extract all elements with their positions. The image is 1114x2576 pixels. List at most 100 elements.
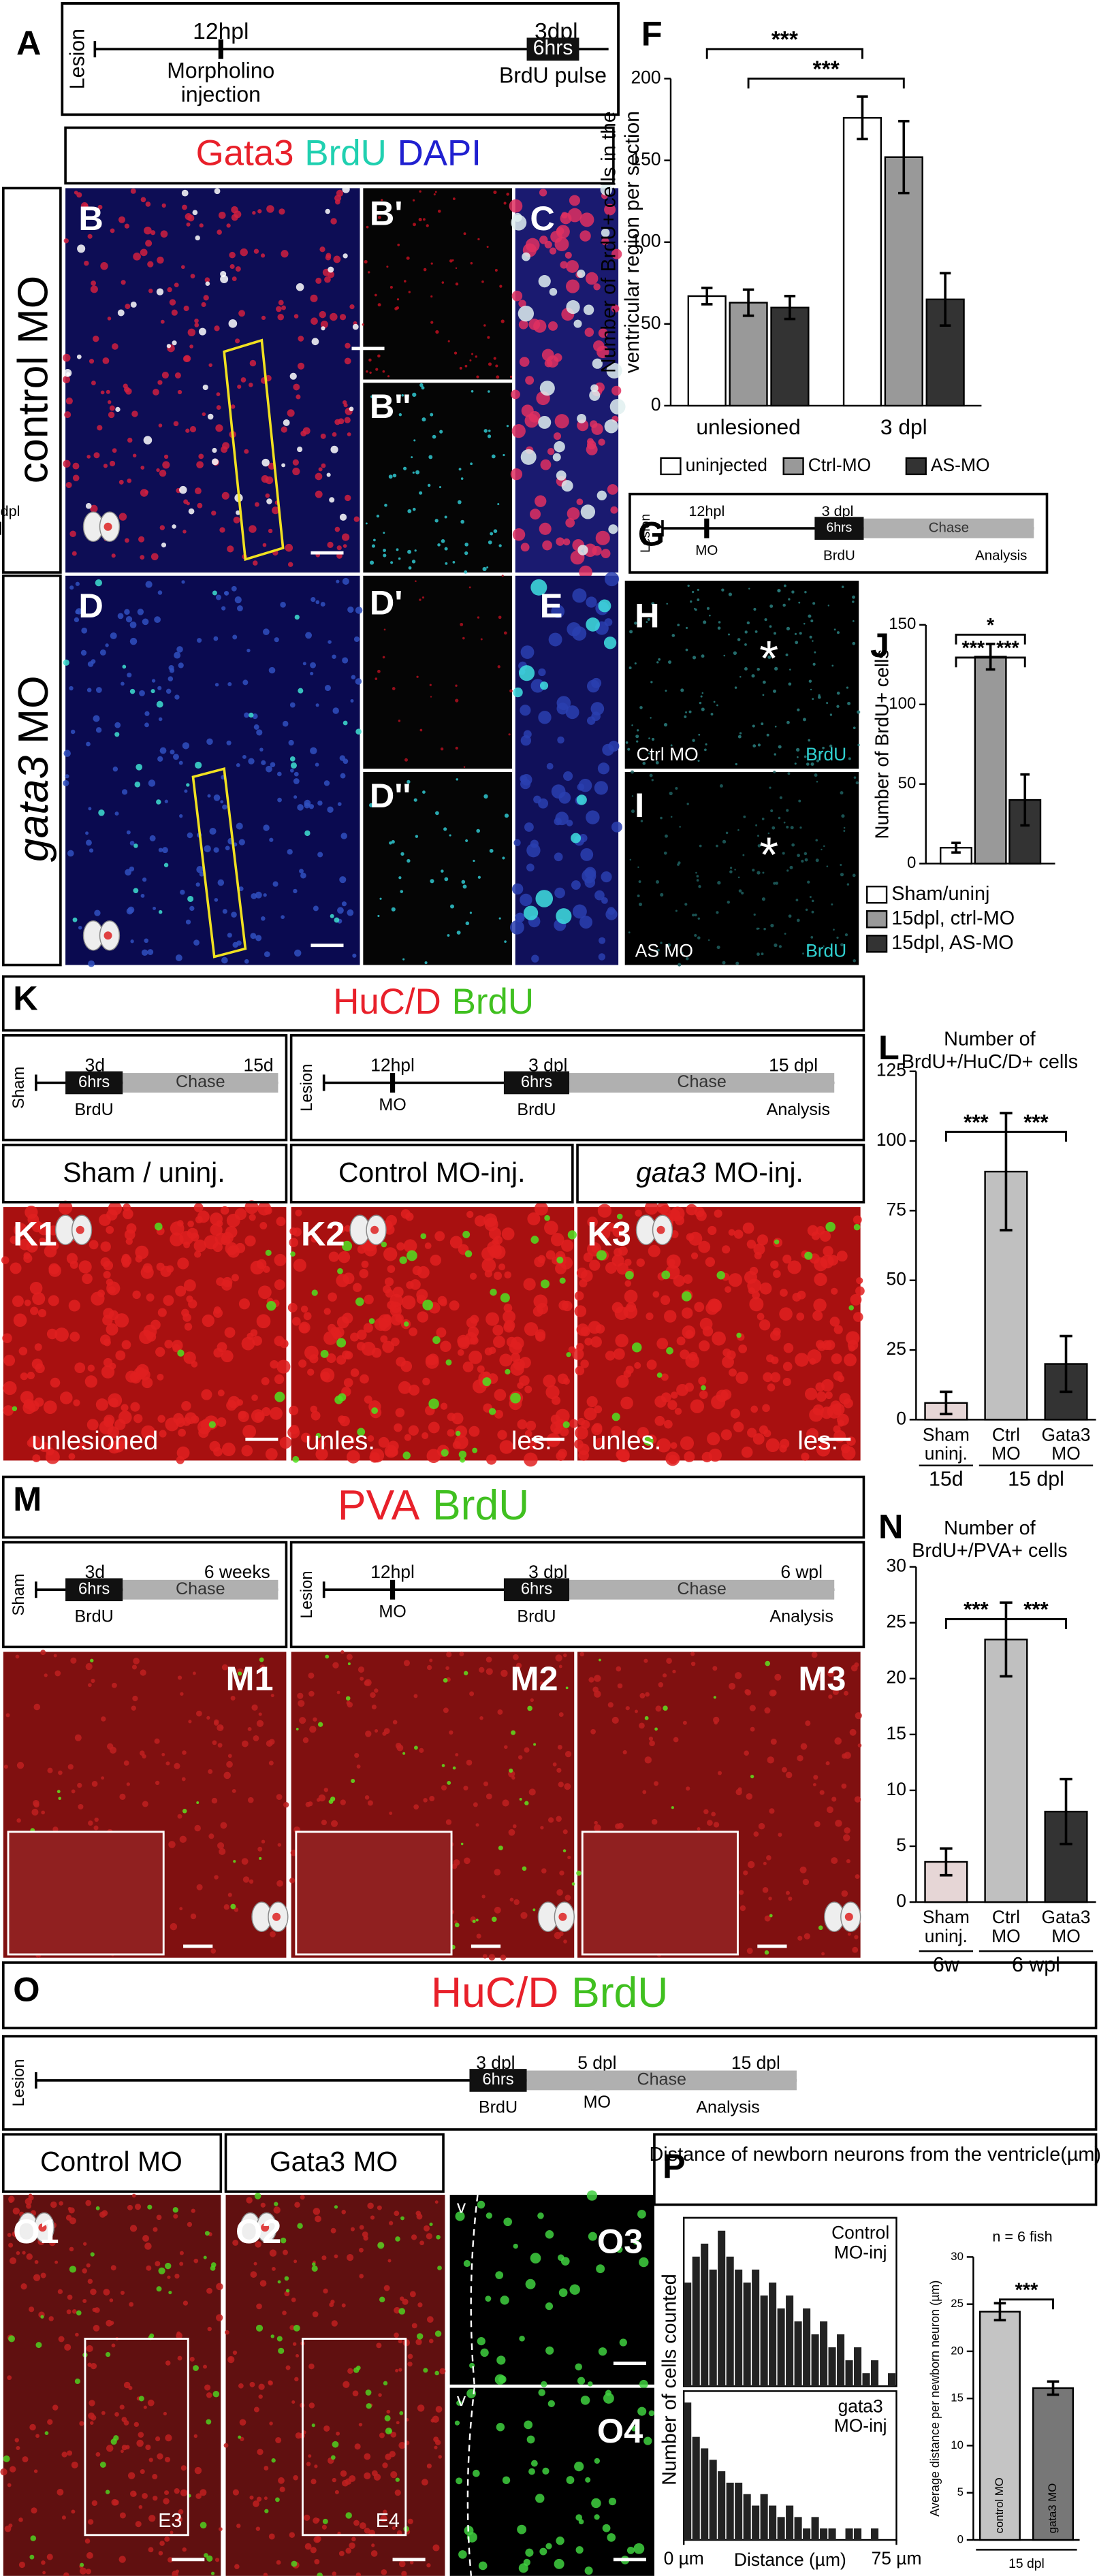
cell bbox=[453, 1920, 458, 1924]
cell bbox=[650, 717, 652, 719]
cell bbox=[165, 2360, 171, 2366]
cell bbox=[762, 680, 766, 684]
timeline-label: 15 dpl bbox=[731, 2052, 780, 2073]
cell bbox=[315, 1432, 321, 1438]
cell bbox=[746, 621, 750, 625]
cell bbox=[85, 2200, 92, 2206]
x-tick-label: uninj. bbox=[925, 1926, 968, 1946]
cell bbox=[428, 2338, 434, 2344]
cell bbox=[499, 1353, 513, 1367]
cell bbox=[462, 1230, 471, 1238]
cell bbox=[131, 410, 138, 417]
cell bbox=[785, 1890, 790, 1895]
cell bbox=[720, 1389, 732, 1400]
cell bbox=[455, 684, 458, 687]
x-tick-label: unlesioned bbox=[696, 415, 800, 439]
cell bbox=[74, 1362, 86, 1374]
significance-bracket bbox=[747, 78, 905, 88]
cell bbox=[220, 1822, 227, 1829]
cell bbox=[345, 2547, 352, 2554]
cell bbox=[698, 1240, 711, 1253]
cell bbox=[470, 462, 473, 466]
cell bbox=[341, 901, 347, 907]
cell bbox=[449, 834, 451, 837]
cell bbox=[334, 917, 340, 923]
cell bbox=[432, 1336, 441, 1345]
cell bbox=[359, 1269, 369, 1278]
cell bbox=[68, 1300, 80, 1312]
cell bbox=[639, 1722, 645, 1729]
cell bbox=[812, 602, 816, 605]
cell bbox=[500, 2296, 509, 2305]
cell bbox=[278, 2477, 285, 2484]
cell bbox=[315, 762, 319, 767]
cell bbox=[106, 1278, 114, 1286]
cell bbox=[439, 2368, 446, 2374]
cell bbox=[823, 945, 825, 948]
cell bbox=[101, 1776, 105, 1780]
cell bbox=[157, 1308, 167, 1317]
cell bbox=[566, 1352, 571, 1357]
cell bbox=[645, 1692, 650, 1697]
cell bbox=[428, 455, 433, 460]
cell bbox=[511, 1730, 516, 1735]
image-label: unles. bbox=[592, 1426, 662, 1455]
cell bbox=[615, 1334, 628, 1348]
timeline-end-note: Analysis bbox=[769, 1607, 833, 1626]
cell bbox=[787, 772, 791, 775]
cell bbox=[367, 1800, 373, 1806]
cell bbox=[810, 619, 814, 623]
cell bbox=[853, 959, 857, 963]
cell bbox=[577, 1417, 586, 1426]
cell bbox=[713, 1822, 720, 1828]
pulse-label: 6hrs bbox=[482, 2070, 513, 2089]
cell bbox=[249, 2495, 254, 2500]
cell bbox=[14, 2438, 19, 2443]
cell bbox=[268, 666, 276, 674]
cell bbox=[527, 1440, 537, 1450]
cell bbox=[204, 2553, 208, 2558]
cell bbox=[313, 1717, 317, 1722]
cell bbox=[427, 1353, 439, 1366]
cell bbox=[206, 2555, 213, 2562]
cell bbox=[366, 2403, 372, 2409]
cell bbox=[390, 2471, 398, 2479]
cell bbox=[596, 1250, 607, 1261]
cell bbox=[402, 1451, 411, 1460]
cell bbox=[503, 1310, 516, 1323]
cell bbox=[811, 910, 814, 914]
cell bbox=[663, 1705, 668, 1711]
group-label: 15 dpl bbox=[1008, 1467, 1064, 1490]
legend-label: Sham/uninj bbox=[891, 883, 989, 905]
cell bbox=[350, 699, 354, 703]
cell bbox=[699, 1390, 708, 1399]
micrograph-background bbox=[3, 2195, 221, 2576]
cell bbox=[277, 2280, 281, 2284]
cell bbox=[599, 937, 606, 944]
cell bbox=[177, 1349, 185, 1357]
significance-label: *** bbox=[1015, 2279, 1038, 2301]
cell bbox=[519, 1357, 531, 1369]
cell bbox=[98, 809, 105, 816]
cell bbox=[554, 852, 563, 862]
cell bbox=[466, 2532, 477, 2543]
cell bbox=[390, 1314, 402, 1326]
cell bbox=[511, 290, 523, 302]
cell bbox=[729, 1368, 737, 1377]
cell bbox=[816, 1391, 827, 1402]
cell bbox=[67, 1764, 74, 1770]
cell bbox=[76, 608, 82, 615]
chase-bar bbox=[123, 1579, 278, 1600]
cell bbox=[685, 1330, 694, 1338]
cell bbox=[788, 598, 791, 601]
cell bbox=[375, 677, 378, 680]
cell bbox=[402, 466, 407, 470]
cell bbox=[395, 2236, 400, 2242]
cell bbox=[330, 914, 334, 918]
significance-label: *** bbox=[1023, 1598, 1049, 1622]
cell bbox=[562, 1377, 570, 1385]
cell bbox=[623, 1370, 632, 1378]
cell bbox=[77, 244, 86, 253]
y-tick-label: 5 bbox=[957, 2485, 964, 2498]
cell bbox=[71, 2309, 77, 2314]
